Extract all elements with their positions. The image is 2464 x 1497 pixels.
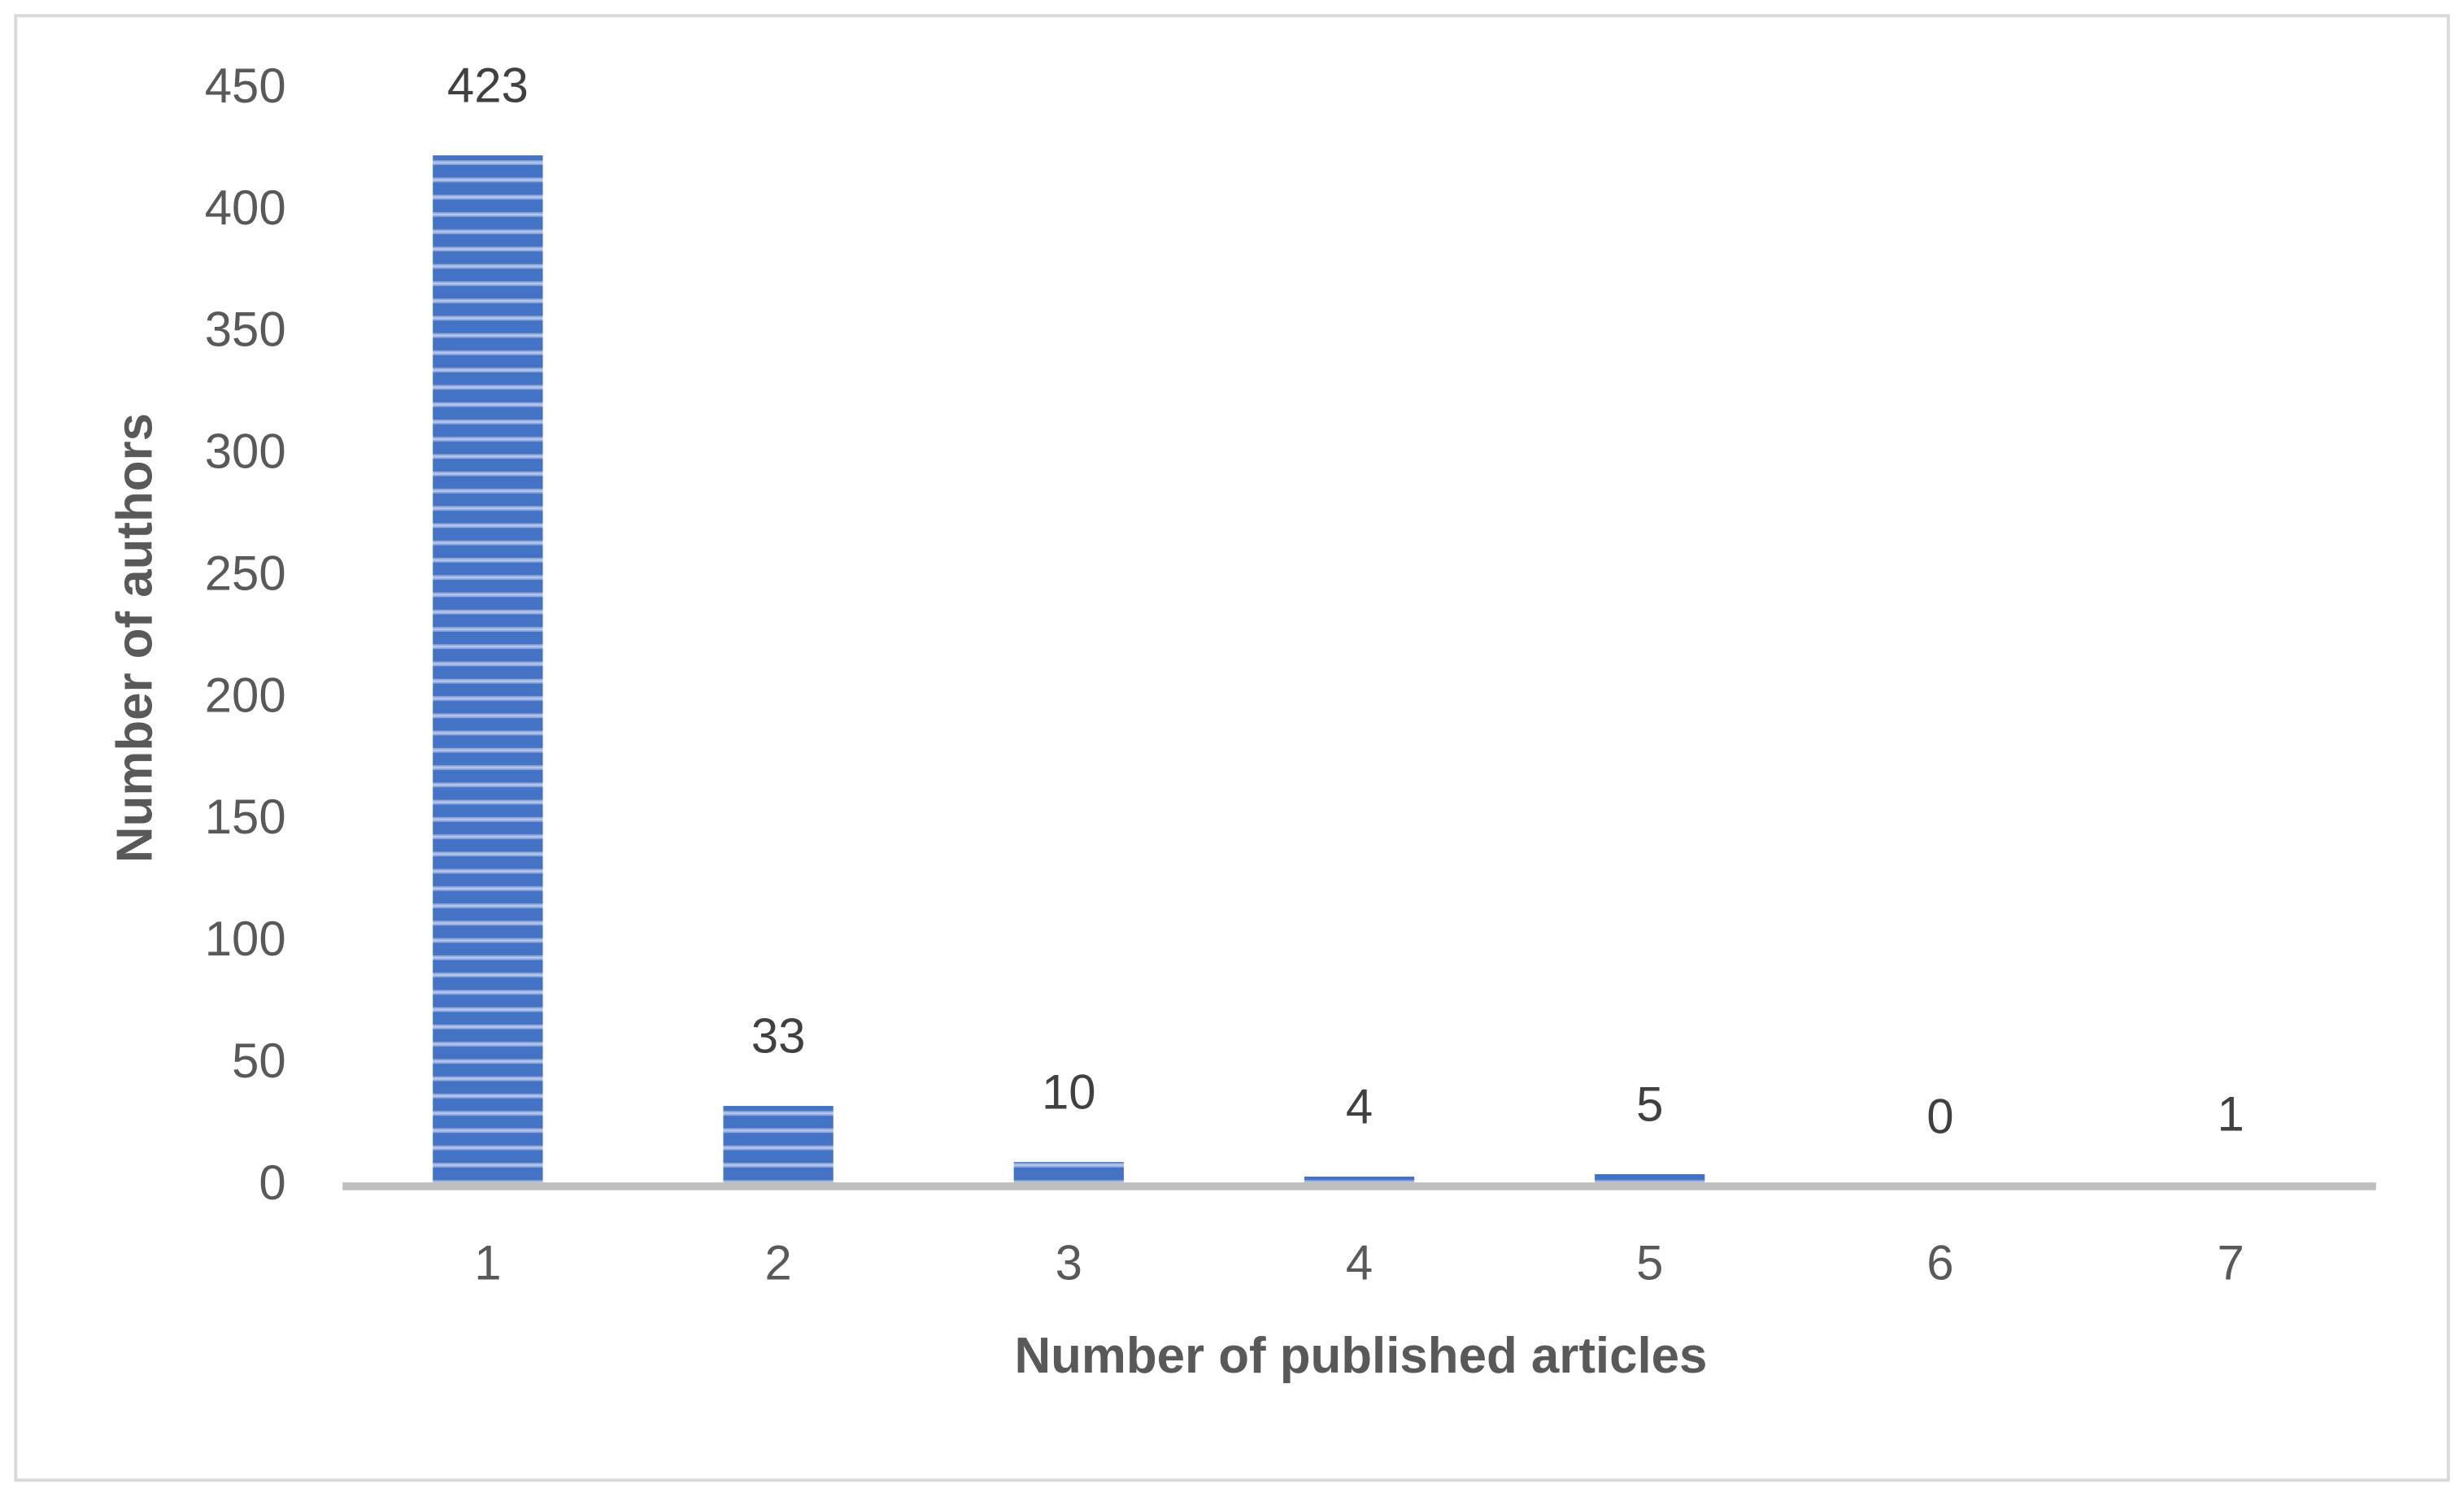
chart-frame [14,14,2450,1482]
data-label: 5 [1636,1077,1663,1132]
y-tick-label: 450 [205,59,286,113]
bar [723,1106,834,1186]
y-tick-label: 250 [205,546,286,600]
data-label: 10 [1042,1065,1096,1120]
y-tick-label: 100 [205,912,286,966]
data-label: 4 [1346,1080,1373,1134]
x-tick-label: 4 [1346,1235,1373,1290]
bar [1013,1161,1124,1186]
x-tick-label: 6 [1926,1235,1953,1290]
data-label: 0 [1926,1090,1953,1144]
y-tick-label: 400 [205,181,286,235]
data-label: 423 [447,59,529,113]
y-tick-label: 350 [205,302,286,357]
x-tick-label: 3 [1056,1235,1082,1290]
y-tick-label: 300 [205,424,286,479]
bar [433,155,543,1186]
data-label: 33 [751,1009,806,1064]
bar [1304,1176,1415,1186]
data-label: 1 [2218,1087,2244,1142]
x-tick-label: 1 [474,1235,501,1290]
x-axis-title: Number of published articles [1014,1328,1707,1384]
x-tick-label: 5 [1636,1235,1663,1290]
x-tick-label: 2 [764,1235,791,1290]
y-tick-label: 50 [232,1034,286,1088]
x-tick-label: 7 [2218,1235,2244,1290]
y-axis-title: Number of authors [107,413,163,863]
y-tick-label: 0 [259,1155,285,1210]
y-tick-label: 200 [205,668,286,722]
y-tick-label: 150 [205,790,286,844]
